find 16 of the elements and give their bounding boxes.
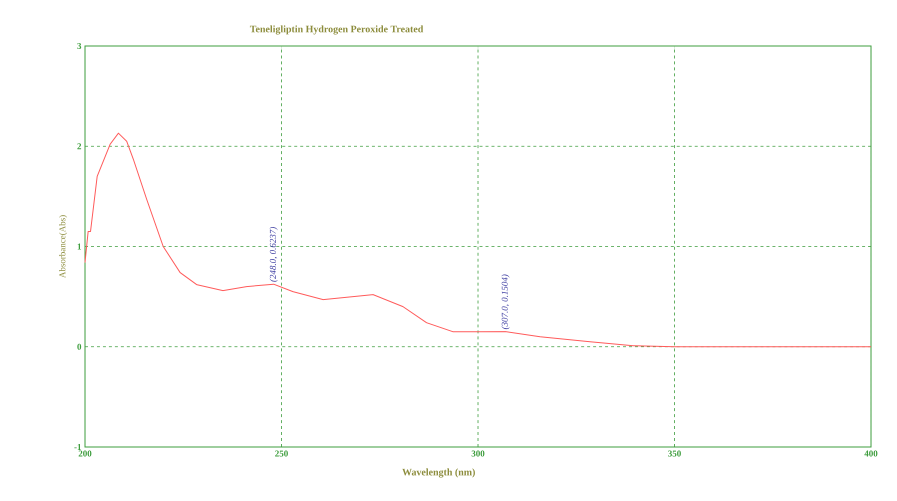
x-axis-title: Wavelength (nm) xyxy=(402,468,475,478)
x-tick-label: 350 xyxy=(668,450,681,457)
y-axis-title: Absorbance(Abs) xyxy=(59,215,68,278)
chart-title: Teneligliptin Hydrogen Peroxide Treated xyxy=(250,25,424,34)
y-tick-label: 3 xyxy=(77,42,82,50)
x-tick-label: 400 xyxy=(864,450,878,457)
y-tick-label: 1 xyxy=(78,244,82,250)
y-tick-label: 0 xyxy=(77,344,82,350)
y-tick-label: -1 xyxy=(74,444,82,450)
annotation: (307.0, 0.1504) xyxy=(501,274,510,330)
line-series xyxy=(84,132,872,348)
annotation: (248.0, 0.6237) xyxy=(270,227,278,282)
y-tick-label: 2 xyxy=(77,143,82,150)
x-tick-label: 250 xyxy=(275,450,288,457)
x-tick-label: 300 xyxy=(472,450,484,457)
x-tick-label: 200 xyxy=(78,450,92,457)
